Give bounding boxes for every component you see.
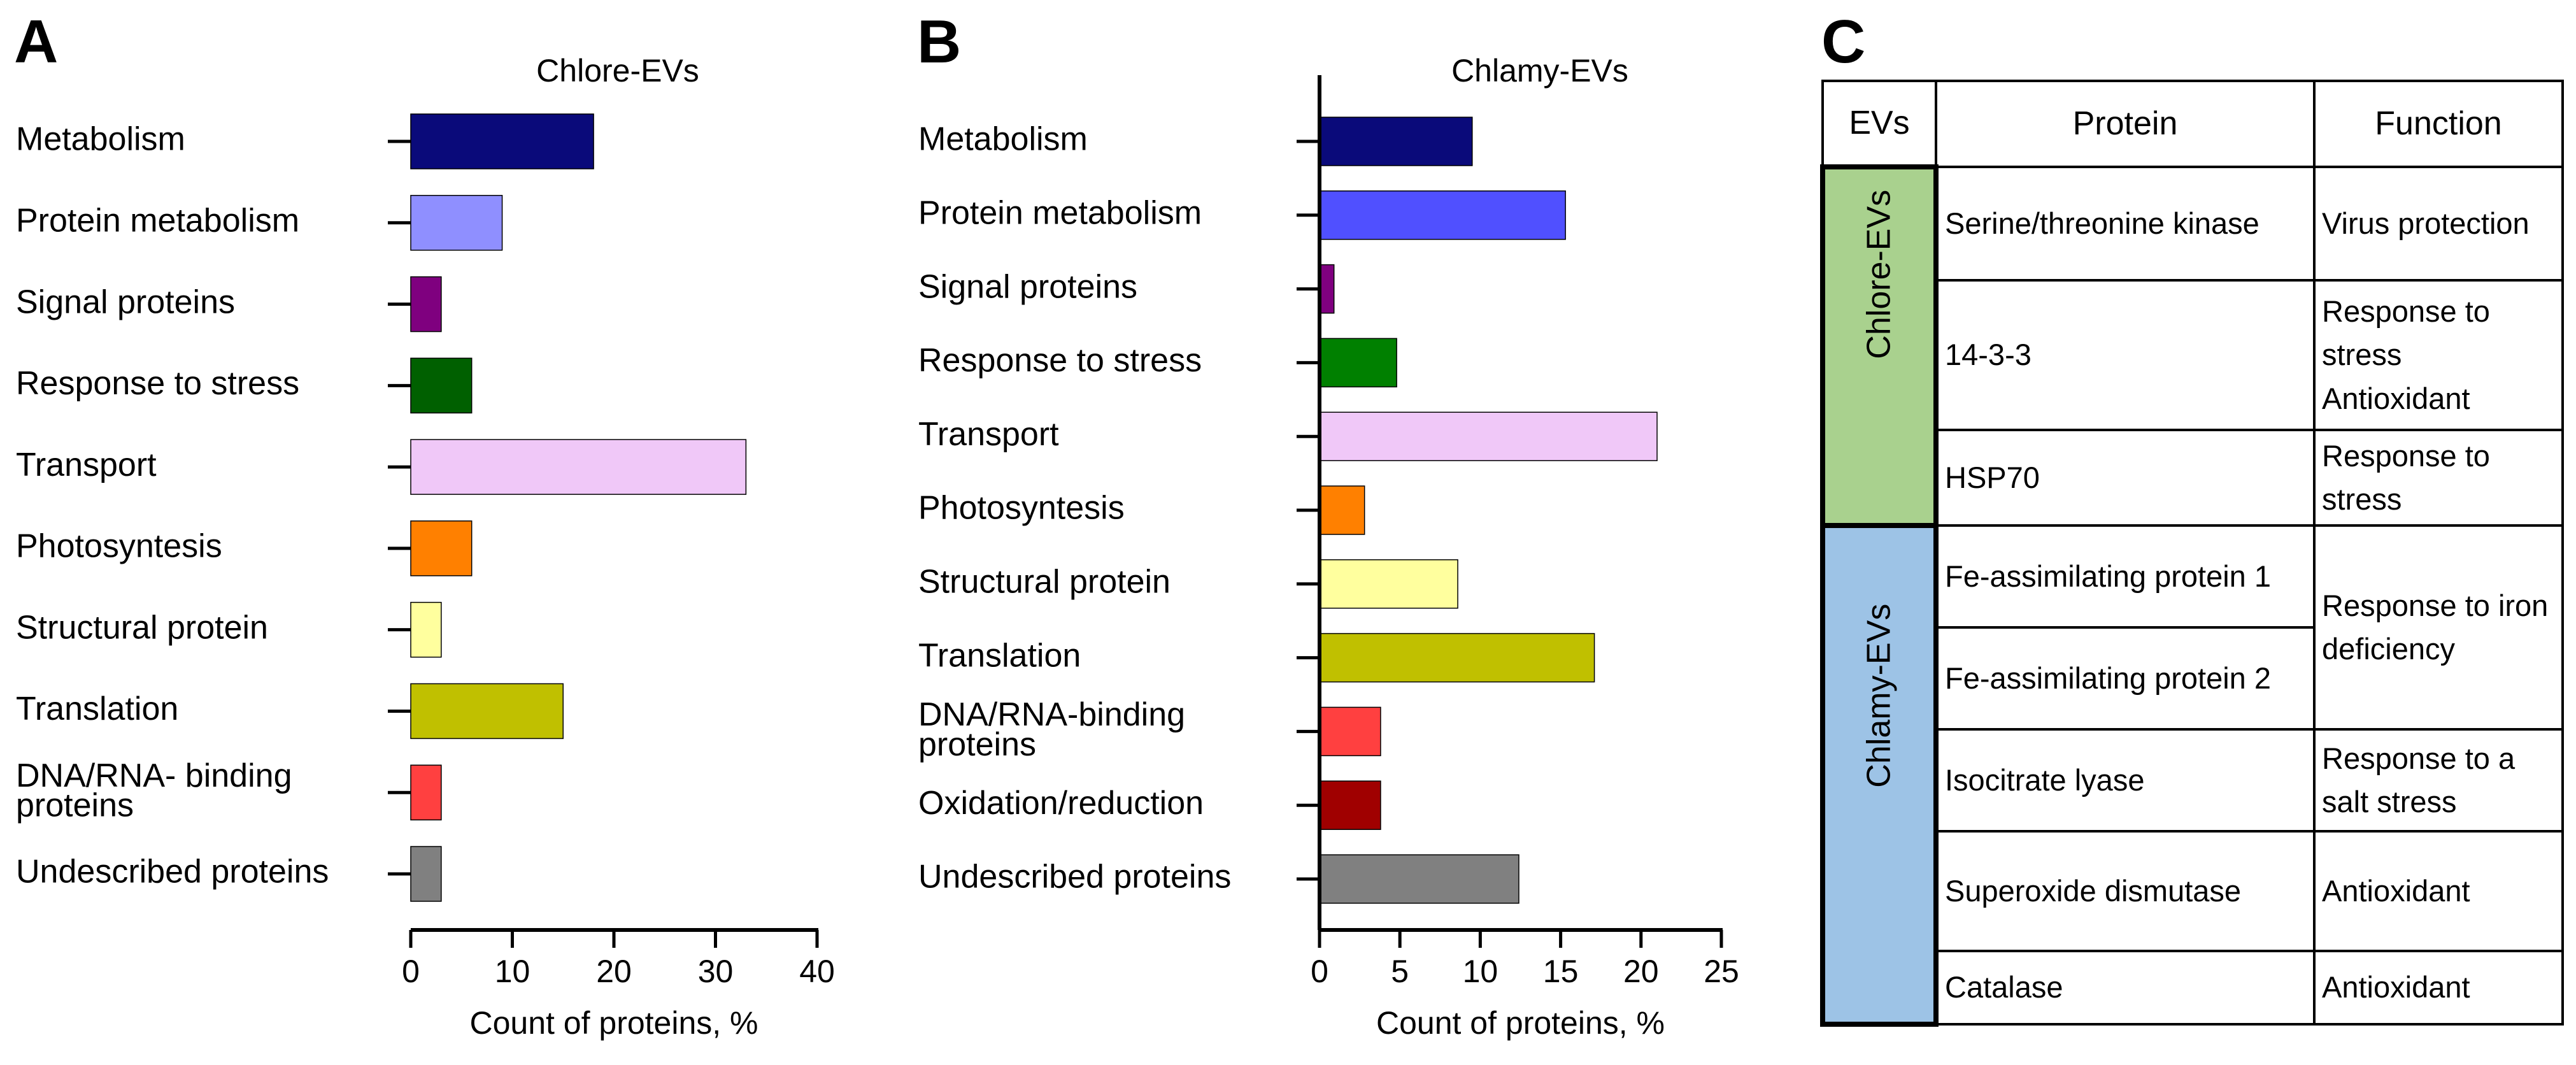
chart-b-x-tick-label: 10 <box>1463 954 1498 989</box>
panel-letter-b: B <box>917 8 962 76</box>
panel-letter-a: A <box>14 8 59 76</box>
chart-a-bar <box>410 601 442 658</box>
protein-cell: HSP70 <box>1935 429 2316 527</box>
protein-cell: Superoxide dismutase <box>1935 830 2316 952</box>
chart-b-category-label: Response to stress <box>918 342 1202 379</box>
chart-a-x-tick-label: 30 <box>698 954 734 989</box>
chart-a-chart-title: Chlore-EVs <box>536 53 699 89</box>
chart-b: Chlamy-EVs Metabolism Protein metabolism Si… <box>918 53 1739 1041</box>
chart-a-bar <box>410 276 442 332</box>
protein-cell: Isocitrate lyase <box>1935 728 2316 833</box>
chart-a-category-label: Response to stress <box>16 365 299 402</box>
function-cell: Response to iron deficiency <box>2313 524 2564 731</box>
chart-b-bar <box>1319 706 1381 757</box>
chart-a-bar <box>410 439 747 495</box>
table-row: Superoxide dismutase Antioxidant <box>1823 830 2564 952</box>
chart-b-bar <box>1319 559 1458 609</box>
chart-b-category-label: Oxidation/reduction <box>918 785 1204 822</box>
chart-b-category-label: Protein metabolism <box>918 195 1202 232</box>
chart-b-category-label: Translation <box>918 637 1081 674</box>
chart-a-category-label: DNA/RNA- binding proteins <box>16 757 292 824</box>
table-row: Chlamy-EVs Fe-assimilating protein 1 Res… <box>1820 523 2564 1027</box>
chart-a-category-label: Structural protein <box>16 609 268 646</box>
protein-cell: Serine/threonine kinase <box>1935 166 2316 282</box>
header-protein: Protein <box>1935 80 2316 168</box>
table-header-row: EVs Protein Function <box>1821 80 2564 168</box>
chart-a-bar <box>410 683 564 740</box>
table-row: HSP70 Response to stress <box>1823 429 2564 527</box>
group-cell-chlamy: Chlamy-EVs <box>1820 523 1939 1027</box>
chart-b-category-label: Transport <box>918 416 1059 453</box>
chart-b-bar <box>1319 117 1473 166</box>
chart-b-bar <box>1319 633 1595 683</box>
chart-b-bar <box>1319 411 1658 461</box>
protein-cell: 14-3-3 <box>1935 279 2316 431</box>
chart-b-category-label: Metabolism <box>918 121 1088 158</box>
function-cell: Response to stress Antioxidant <box>2313 279 2564 431</box>
chart-b-category-label: Signal proteins <box>918 268 1137 305</box>
chart-b-category-label: Structural protein <box>918 564 1171 601</box>
table-row: Isocitrate lyase Response to a salt stre… <box>1823 728 2564 833</box>
chart-b-category-label: Undescribed proteins <box>918 859 1231 896</box>
chart-b-x-tick-label: 15 <box>1543 954 1579 989</box>
header-evs: EVs <box>1821 80 1937 168</box>
panel-letter-c: C <box>1821 8 1866 76</box>
chart-a-bar <box>410 195 503 251</box>
group-cell-chlore: Chlore-EVs <box>1820 164 1939 528</box>
chart-a-category-label: Translation <box>16 690 178 727</box>
chart-a-category-label: Undescribed proteins <box>16 854 329 890</box>
chart-a-bar <box>410 520 473 576</box>
chart-a-x-tick-label: 40 <box>799 954 835 989</box>
chart-a-x-tick-label: 20 <box>596 954 632 989</box>
chart-b-bar <box>1319 190 1566 240</box>
chart-a-x-axis-label: Count of proteins, % <box>469 1005 758 1041</box>
chart-a-x-tick-label: 10 <box>495 954 530 989</box>
protein-table: EVs Protein Function Chlore-EVs Serine/t… <box>1820 80 2564 1027</box>
chart-b-bar <box>1319 780 1381 830</box>
function-cell: Response to stress <box>2313 429 2564 527</box>
chart-a: Chlore-EVs Metabolism Protein metabolism Si… <box>16 53 835 1041</box>
chart-b-x-tick-label: 20 <box>1623 954 1659 989</box>
chart-b-bar <box>1319 338 1397 388</box>
protein-cell: Fe-assimilating protein 1 <box>1935 524 2316 629</box>
group-label-chlamy: Chlamy-EVs <box>1860 603 1898 788</box>
table-row: Chlore-EVs Serine/threonine kinase Virus… <box>1820 164 2564 528</box>
chart-b-x-tick-label: 5 <box>1391 954 1409 989</box>
header-function: Function <box>2313 80 2564 168</box>
chart-b-bar <box>1319 485 1365 535</box>
chart-a-category-label: Photosyntesis <box>16 528 222 565</box>
chart-a-bar <box>410 764 442 820</box>
function-cell: Antioxidant <box>2313 950 2564 1026</box>
chart-a-category-label: Transport <box>16 447 157 483</box>
chart-a-category-label: Metabolism <box>16 121 185 158</box>
chart-b-category-label: DNA/RNA-binding proteins <box>918 696 1185 763</box>
chart-b-bar <box>1319 264 1335 314</box>
function-cell: Response to a salt stress <box>2313 728 2564 833</box>
chart-b-bar <box>1319 854 1519 904</box>
chart-a-bar <box>410 846 442 902</box>
table-row: Catalase Antioxidant <box>1823 950 2564 1026</box>
chart-a-bar <box>410 113 594 169</box>
protein-cell: Catalase <box>1935 950 2316 1026</box>
chart-a-bar <box>410 357 473 414</box>
chart-b-x-tick-label: 0 <box>1311 954 1328 989</box>
chart-b-category-label: Photosyntesis <box>918 490 1125 527</box>
chart-a-category-label: Signal proteins <box>16 283 235 320</box>
table-row: Fe-assimilating protein 2 <box>1823 626 2563 731</box>
chart-b-x-tick-label: 25 <box>1704 954 1739 989</box>
table-row: 14-3-3 Response to stress Antioxidant <box>1823 279 2564 431</box>
chart-b-x-axis-label: Count of proteins, % <box>1376 1005 1665 1041</box>
group-label-chlore: Chlore-EVs <box>1860 189 1898 359</box>
function-cell: Virus protection <box>2313 166 2564 282</box>
protein-cell: Fe-assimilating protein 2 <box>1935 626 2316 731</box>
function-cell: Antioxidant <box>2313 830 2564 952</box>
chart-a-category-label: Protein metabolism <box>16 203 299 239</box>
chart-a-x-tick-label: 0 <box>402 954 420 989</box>
chart-b-chart-title: Chlamy-EVs <box>1451 53 1628 89</box>
